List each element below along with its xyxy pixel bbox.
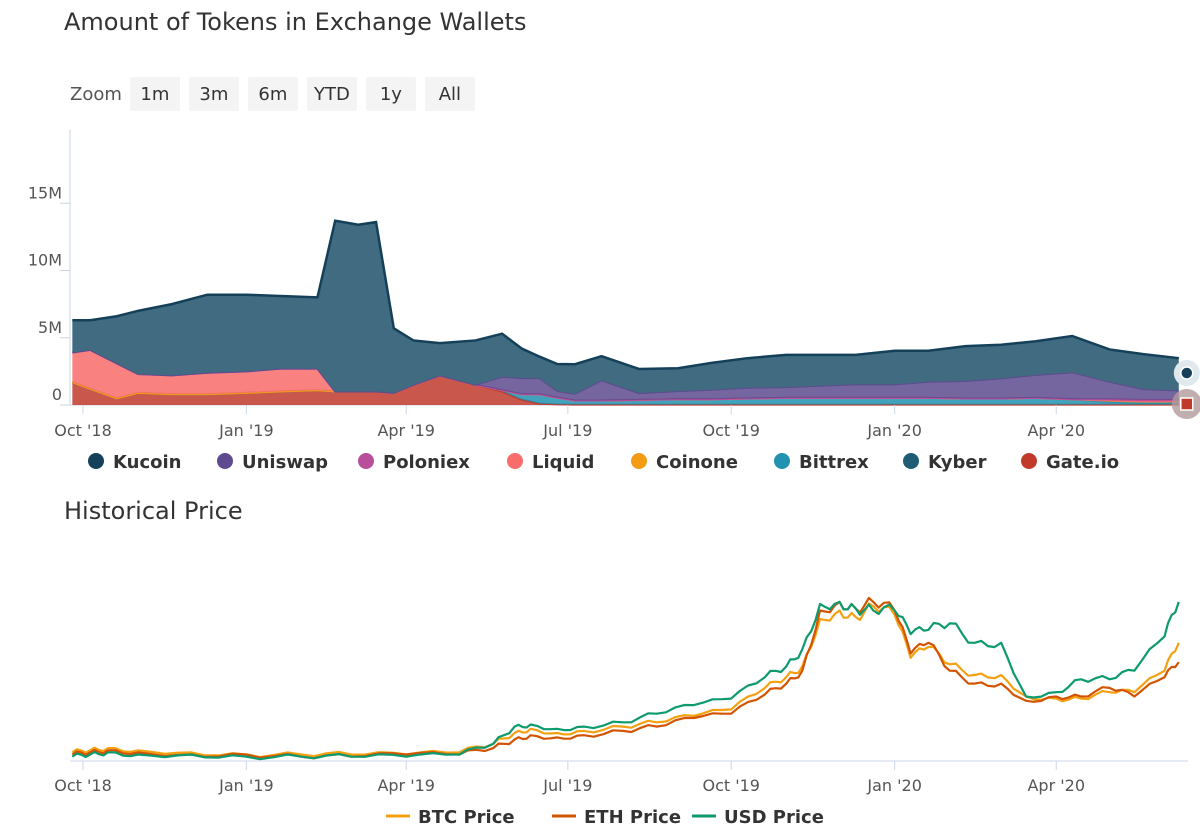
area-uniswap[interactable]: [72, 349, 1179, 401]
legend-label: Uniswap: [242, 452, 328, 473]
area-bittrex[interactable]: [72, 375, 1179, 405]
x-tick-label-2: Jan '19: [218, 776, 274, 795]
area-kucoin[interactable]: [72, 220, 1179, 394]
area-liquid[interactable]: [72, 349, 1179, 402]
legend-swatch: [358, 453, 374, 469]
legend-label: Gate.io: [1046, 452, 1119, 473]
legend-item-usd-price[interactable]: USD Price: [692, 807, 824, 828]
legend-swatch: [631, 453, 647, 469]
chart-title-price: Historical Price: [64, 497, 243, 525]
legend-label: Liquid: [532, 452, 594, 473]
area-line-uniswap: [72, 348, 1179, 395]
legend-item-poloniex[interactable]: Poloniex: [358, 452, 470, 473]
x-tick-label-2: Jan '20: [866, 776, 922, 795]
x-tick-label-2: Apr '19: [377, 776, 435, 795]
legend-item-uniswap[interactable]: Uniswap: [217, 452, 328, 473]
y-tick-label: 5M: [38, 318, 62, 337]
legend-item-eth-price[interactable]: ETH Price: [552, 807, 681, 828]
legend-item-liquid[interactable]: Liquid: [507, 452, 594, 473]
legend-item-kucoin[interactable]: Kucoin: [88, 452, 181, 473]
y-tick-label: 15M: [28, 183, 62, 202]
x-tick-label-2: Oct '18: [54, 776, 112, 795]
y-tick-label: 0: [52, 385, 62, 404]
legend-item-gate-io[interactable]: Gate.io: [1021, 452, 1119, 473]
legend-item-bittrex[interactable]: Bittrex: [774, 452, 869, 473]
y-tick-label: 10M: [28, 251, 62, 270]
legend-label: Bittrex: [799, 452, 869, 473]
legend-swatch: [774, 453, 790, 469]
legend-swatch: [88, 453, 104, 469]
legend-label: ETH Price: [584, 807, 681, 828]
legend-label: BTC Price: [418, 807, 515, 828]
kucoin-marker[interactable]: [1180, 366, 1194, 380]
zoom-ytd-button[interactable]: YTD: [306, 77, 357, 111]
legend-swatch: [903, 453, 919, 469]
x-tick-label-2: Apr '20: [1027, 776, 1085, 795]
tokens-area-chart[interactable]: 0 5M 10M 15M Oct '18 Jan '19 Apr '19 Jul '19 Oct…: [0, 0, 1200, 480]
x-tick-label: Jan '20: [866, 421, 922, 440]
legend-item-btc-price[interactable]: BTC Price: [386, 807, 515, 828]
line-eth-price[interactable]: [71, 596, 1180, 760]
zoom-1y-button[interactable]: 1y: [365, 77, 416, 111]
legend-label: Poloniex: [383, 452, 470, 473]
area-gate-io[interactable]: [72, 375, 1179, 405]
x-tick-label: Jul '19: [542, 421, 592, 440]
legend-label: USD Price: [724, 807, 824, 828]
area-line-kucoin: [72, 219, 1179, 371]
x-tick-label: Oct '18: [54, 421, 112, 440]
legend-label: Kucoin: [113, 452, 181, 473]
line-btc-price[interactable]: [71, 602, 1180, 759]
zoom-bar: Zoom 1m 3m 6m YTD 1y All: [70, 77, 484, 111]
zoom-3m-button[interactable]: 3m: [188, 77, 239, 111]
zoom-6m-button[interactable]: 6m: [247, 77, 298, 111]
legend-item-coinone[interactable]: Coinone: [631, 452, 738, 473]
legend-item-kyber[interactable]: Kyber: [903, 452, 987, 473]
x-tick-label: Oct '19: [702, 421, 760, 440]
legend-label: Kyber: [928, 452, 987, 473]
zoom-1m-button[interactable]: 1m: [129, 77, 180, 111]
zoom-label: Zoom: [70, 83, 122, 105]
x-tick-label: Apr '20: [1027, 421, 1085, 440]
x-tick-label: Jan '19: [218, 421, 274, 440]
x-tick-label: Apr '19: [377, 421, 435, 440]
gateio-marker[interactable]: [1180, 397, 1194, 411]
legend-swatch: [217, 453, 233, 469]
x-tick-label-2: Jul '19: [542, 776, 592, 795]
legend-label: Coinone: [656, 452, 738, 473]
x-tick-label-2: Oct '19: [702, 776, 760, 795]
line-usd-price[interactable]: [71, 600, 1180, 761]
legend-swatch: [1021, 453, 1037, 469]
zoom-all-button[interactable]: All: [424, 77, 475, 111]
chart-title-tokens: Amount of Tokens in Exchange Wallets: [64, 8, 527, 36]
legend-swatch: [507, 453, 523, 469]
